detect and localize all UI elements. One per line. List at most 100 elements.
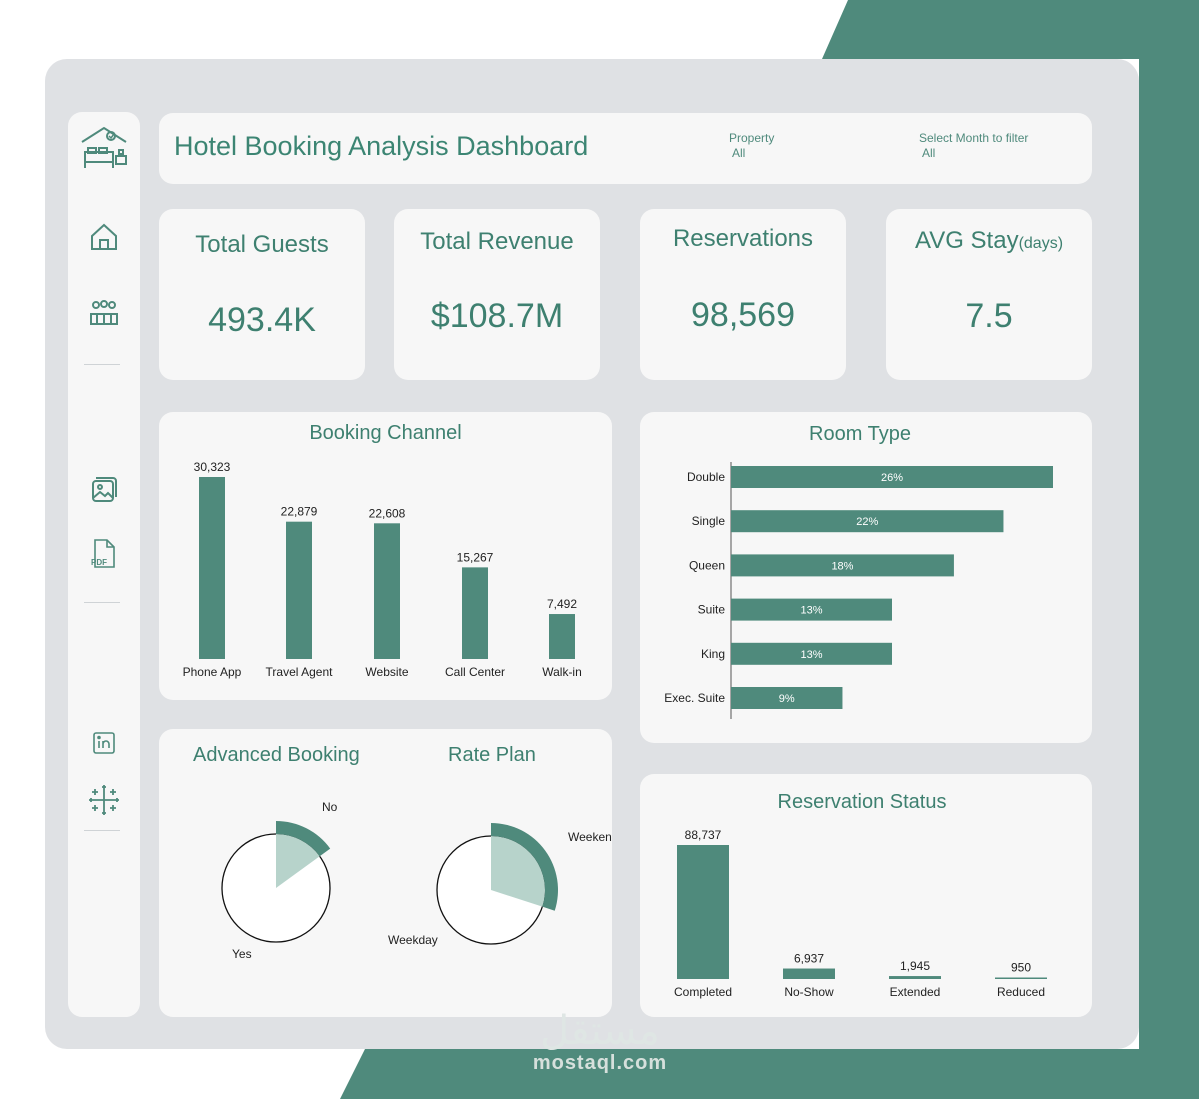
image-icon[interactable] xyxy=(68,476,140,504)
bar xyxy=(731,687,843,709)
kpi-value: $108.7M xyxy=(430,297,564,335)
room-type-title: Room Type xyxy=(809,423,911,445)
kpi-total-revenue: Total Revenue $108.7M xyxy=(394,209,600,380)
category-label: Completed xyxy=(674,985,732,999)
guests-icon[interactable] xyxy=(68,298,140,328)
month-filter-label: Select Month to filter xyxy=(919,131,1029,145)
kpi-total-guests: Total Guests 493.4K xyxy=(159,209,365,380)
category-label: Reduced xyxy=(997,985,1045,999)
watermark: مستقل mostaql.com xyxy=(500,1010,700,1075)
category-label: Travel Agent xyxy=(266,665,334,679)
category-label: Queen xyxy=(689,558,725,572)
kpi-unit: (days) xyxy=(1018,235,1064,252)
kpi-label: Total Guests xyxy=(195,231,329,258)
bar xyxy=(462,567,488,659)
tableau-icon[interactable] xyxy=(68,783,140,817)
room-type-chart: 26% Double 22% Single 18% Queen 13% Suite 13% Kin… xyxy=(664,462,1053,719)
bar xyxy=(731,642,892,665)
home-icon[interactable] xyxy=(68,222,140,252)
kpi-label: AVG Stay(days) xyxy=(886,227,1092,255)
pie-slice xyxy=(491,836,545,907)
bar xyxy=(731,598,892,621)
sidebar-divider xyxy=(84,830,120,831)
bar xyxy=(374,523,400,659)
bar xyxy=(677,845,729,979)
bar xyxy=(783,968,835,979)
bar xyxy=(889,976,941,979)
reservation-status-title: Reservation Status xyxy=(777,791,947,813)
kpi-value: 7.5 xyxy=(965,297,1013,335)
category-label: No-Show xyxy=(784,985,834,999)
slice-label: Yes xyxy=(232,947,252,961)
slice-label: No xyxy=(322,800,338,814)
sidebar: PDF xyxy=(68,112,140,1017)
kpi-value: 493.4K xyxy=(208,301,316,339)
kpi-avg-stay: AVG Stay(days) 7.5 xyxy=(886,209,1092,380)
data-label: 88,737 xyxy=(685,828,722,842)
data-label: 22% xyxy=(856,516,878,528)
bar xyxy=(286,521,312,659)
category-label: Single xyxy=(692,514,726,528)
sidebar-divider xyxy=(84,602,120,603)
data-label: 22,608 xyxy=(369,506,406,520)
category-label: Exec. Suite xyxy=(664,691,725,705)
month-filter-value[interactable]: All xyxy=(922,146,936,160)
data-label: 1,945 xyxy=(900,959,930,973)
data-label: 7,492 xyxy=(547,597,577,611)
bar xyxy=(549,614,575,659)
category-label: Suite xyxy=(698,603,726,617)
kpi-value: 98,569 xyxy=(691,296,795,334)
bar xyxy=(199,477,225,659)
rate-plan-title: Rate Plan xyxy=(448,744,536,766)
category-label: King xyxy=(701,647,725,661)
category-label: Website xyxy=(365,665,408,679)
slice-label: Weekday xyxy=(388,933,438,947)
pie-slice-highlight xyxy=(276,821,331,857)
pie-slice-highlight xyxy=(491,823,558,911)
data-label: 13% xyxy=(800,605,822,617)
bar xyxy=(731,510,1004,533)
property-filter-value[interactable]: All xyxy=(732,146,746,160)
room-type-panel: Room Type 26% Double 22% Single 18% Queen 13% S… xyxy=(640,412,1092,743)
slice-label: Weekend xyxy=(568,830,612,844)
category-label: Phone App xyxy=(183,665,242,679)
advanced-booking-title: Advanced Booking xyxy=(193,744,360,766)
booking-channel-title: Booking Channel xyxy=(309,422,462,444)
bar xyxy=(995,977,1047,979)
sidebar-divider xyxy=(84,364,120,365)
booking-channel-panel: Booking Channel 30,323 Phone App 22,879 Tra… xyxy=(159,412,612,700)
pdf-icon-label: PDF xyxy=(91,558,107,567)
linkedin-icon[interactable] xyxy=(68,731,140,755)
data-label: 6,937 xyxy=(794,952,824,966)
kpi-reservations: Reservations 98,569 xyxy=(640,209,846,380)
watermark-arabic: مستقل xyxy=(540,1008,660,1054)
data-label: 13% xyxy=(800,649,822,661)
data-label: 18% xyxy=(831,560,853,572)
pie-charts: No Yes Weekend Weekday xyxy=(221,800,612,961)
category-label: Walk-in xyxy=(542,665,582,679)
header-bar: Hotel Booking Analysis Dashboard Propert… xyxy=(159,113,1092,184)
data-label: 26% xyxy=(881,472,903,484)
pie-slice xyxy=(276,834,320,888)
bar xyxy=(731,554,954,577)
category-label: Double xyxy=(687,470,725,484)
reservation-status-panel: Reservation Status 88,737 Completed 6,937 N… xyxy=(640,774,1092,1017)
watermark-latin: mostaql.com xyxy=(532,1052,668,1074)
data-label: 22,879 xyxy=(281,505,318,519)
data-label: 30,323 xyxy=(194,460,231,474)
booking-rate-panel: Advanced Booking Rate Plan No Yes Weekend W… xyxy=(159,729,612,1017)
hotel-logo-icon[interactable] xyxy=(68,124,140,174)
kpi-label: Reservations xyxy=(672,225,814,252)
data-label: 950 xyxy=(1011,961,1031,975)
property-filter[interactable]: Property All xyxy=(729,131,774,161)
category-label: Extended xyxy=(890,985,941,999)
bar xyxy=(731,466,1053,488)
kpi-label: Total Revenue xyxy=(420,228,574,255)
booking-channel-chart: 30,323 Phone App 22,879 Travel Agent 22,608 W… xyxy=(183,460,582,679)
kpi-label-text: AVG Stay xyxy=(914,227,1019,254)
month-filter[interactable]: Select Month to filter All xyxy=(919,131,1028,161)
reservation-status-chart: 88,737 Completed 6,937 No-Show 1,945 Extended… xyxy=(674,828,1047,999)
data-label: 9% xyxy=(779,693,795,705)
pdf-icon[interactable]: PDF xyxy=(68,538,140,570)
data-label: 15,267 xyxy=(457,550,494,564)
